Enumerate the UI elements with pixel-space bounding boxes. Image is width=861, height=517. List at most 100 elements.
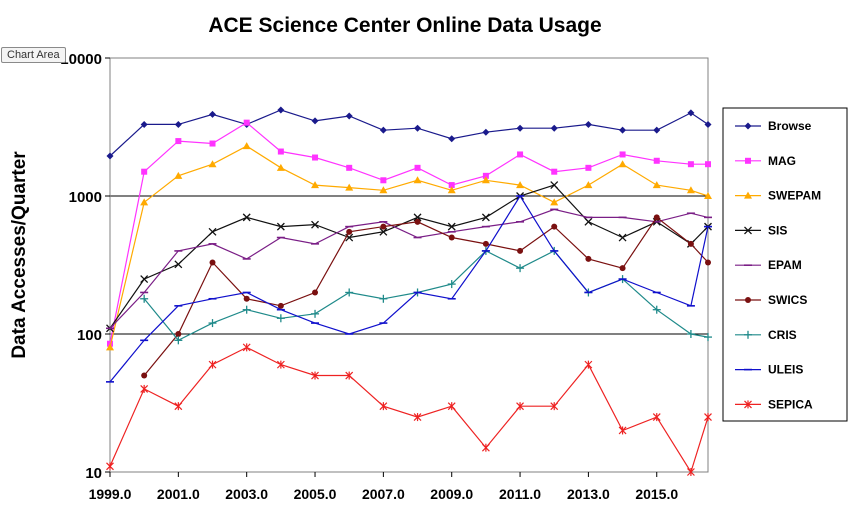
legend-label-browse: Browse xyxy=(768,119,812,133)
point-swics-0 xyxy=(141,372,148,379)
point-sis-1 xyxy=(140,275,149,284)
point-sepica-17 xyxy=(686,468,695,476)
point-swepam-12 xyxy=(516,181,525,189)
point-browse-3 xyxy=(209,110,217,118)
point-swepam-4 xyxy=(242,142,251,150)
legend-entry-swics: SWICS xyxy=(735,293,807,307)
point-sepica-18 xyxy=(704,413,712,422)
legend-label-epam: EPAM xyxy=(768,258,802,272)
point-cris-9 xyxy=(447,280,456,289)
point-mag-4 xyxy=(243,119,250,126)
legend-entry-epam: EPAM xyxy=(735,258,802,272)
point-cris-11 xyxy=(516,264,525,273)
point-cris-1 xyxy=(174,336,183,345)
point-sis-10 xyxy=(447,222,456,231)
legend-marker-swepam xyxy=(744,191,752,199)
series-line-browse xyxy=(109,109,709,157)
point-sepica-16 xyxy=(652,413,661,422)
x-tick-label-3: 2005.0 xyxy=(294,486,337,502)
x-tick-label-5: 2009.0 xyxy=(430,486,473,502)
point-browse-16 xyxy=(653,126,661,134)
point-swepam-10 xyxy=(447,186,456,194)
point-browse-9 xyxy=(414,124,422,132)
y-tick-label-2: 1000 xyxy=(69,189,102,206)
legend-marker-sepica xyxy=(744,400,752,409)
point-sis-6 xyxy=(311,220,319,229)
point-swics-13 xyxy=(585,255,592,262)
point-sepica-8 xyxy=(379,402,388,411)
x-tick-label-7: 2013.0 xyxy=(567,486,610,502)
point-cris-16 xyxy=(686,330,695,338)
point-swics-4 xyxy=(277,302,284,309)
point-swepam-1 xyxy=(140,198,149,206)
point-cris-2 xyxy=(208,319,217,328)
legend-marker-mag xyxy=(745,157,751,164)
point-sepica-14 xyxy=(584,360,593,369)
point-cris-15 xyxy=(652,305,661,314)
y-tick-labels: 10 100 1000 10000 xyxy=(60,51,110,482)
series-cris xyxy=(140,246,712,345)
chart-area-tooltip: Chart Area xyxy=(1,47,66,63)
point-mag-12 xyxy=(517,151,524,158)
series-browse xyxy=(106,106,712,160)
series-sepica xyxy=(106,343,712,476)
point-sepica-2 xyxy=(174,402,183,411)
legend-entry-sepica: SEPICA xyxy=(735,397,813,411)
point-mag-18 xyxy=(705,161,711,168)
point-browse-0 xyxy=(106,152,114,160)
point-sepica-3 xyxy=(208,360,217,369)
point-sepica-6 xyxy=(311,371,319,380)
point-mag-11 xyxy=(482,172,489,179)
point-browse-6 xyxy=(311,117,319,125)
x-tick-label-2: 2003.0 xyxy=(225,486,268,502)
x-tick-label-0: 1999.0 xyxy=(89,486,132,502)
point-sepica-13 xyxy=(550,402,559,411)
legend-marker-cris xyxy=(744,330,752,339)
point-sis-11 xyxy=(481,213,490,222)
y-tick-label-0: 10 xyxy=(85,465,102,482)
point-sis-8 xyxy=(379,227,388,236)
point-swepam-13 xyxy=(550,198,559,206)
series-swics xyxy=(141,214,711,379)
point-swics-7 xyxy=(380,223,387,230)
series-epam xyxy=(106,208,712,330)
point-mag-6 xyxy=(312,154,319,161)
point-swepam-3 xyxy=(208,160,217,168)
point-browse-11 xyxy=(482,128,490,136)
point-swics-11 xyxy=(517,247,524,254)
point-sepica-5 xyxy=(276,360,285,369)
point-swepam-15 xyxy=(618,160,627,168)
point-swepam-14 xyxy=(584,181,593,189)
point-mag-5 xyxy=(277,148,284,155)
point-cris-0 xyxy=(140,294,149,303)
point-mag-10 xyxy=(448,182,455,189)
y-tick-label-1: 100 xyxy=(77,327,102,344)
point-sepica-9 xyxy=(413,413,422,422)
point-swics-3 xyxy=(243,295,250,302)
legend-marker-browse xyxy=(744,122,752,130)
series-line-epam xyxy=(109,208,709,329)
legend: Browse MAG SWEPAM SIS EPAM SWICS CRIS ULEIS SEPI… xyxy=(722,107,848,422)
point-mag-16 xyxy=(653,157,660,164)
point-swics-12 xyxy=(551,223,558,230)
series-line-sepica xyxy=(109,346,709,474)
point-browse-15 xyxy=(619,126,627,134)
point-mag-3 xyxy=(209,140,216,147)
point-cris-7 xyxy=(379,294,388,303)
point-cris-5 xyxy=(311,309,320,318)
legend-entry-swepam: SWEPAM xyxy=(735,189,821,203)
legend-entry-cris: CRIS xyxy=(735,328,797,342)
point-browse-1 xyxy=(140,120,148,128)
legend-label-cris: CRIS xyxy=(768,328,797,342)
x-tick-labels: 1999.0 2001.0 2003.0 2005.0 2007.0 2009.0 2011… xyxy=(89,472,678,502)
legend-label-swepam: SWEPAM xyxy=(768,189,821,203)
point-sepica-7 xyxy=(345,371,354,380)
point-browse-13 xyxy=(550,124,558,132)
point-browse-2 xyxy=(174,120,182,128)
point-swepam-5 xyxy=(276,163,285,171)
point-swics-6 xyxy=(346,228,353,235)
point-cris-17 xyxy=(704,333,712,342)
point-swics-8 xyxy=(414,218,421,225)
point-browse-17 xyxy=(687,109,695,117)
